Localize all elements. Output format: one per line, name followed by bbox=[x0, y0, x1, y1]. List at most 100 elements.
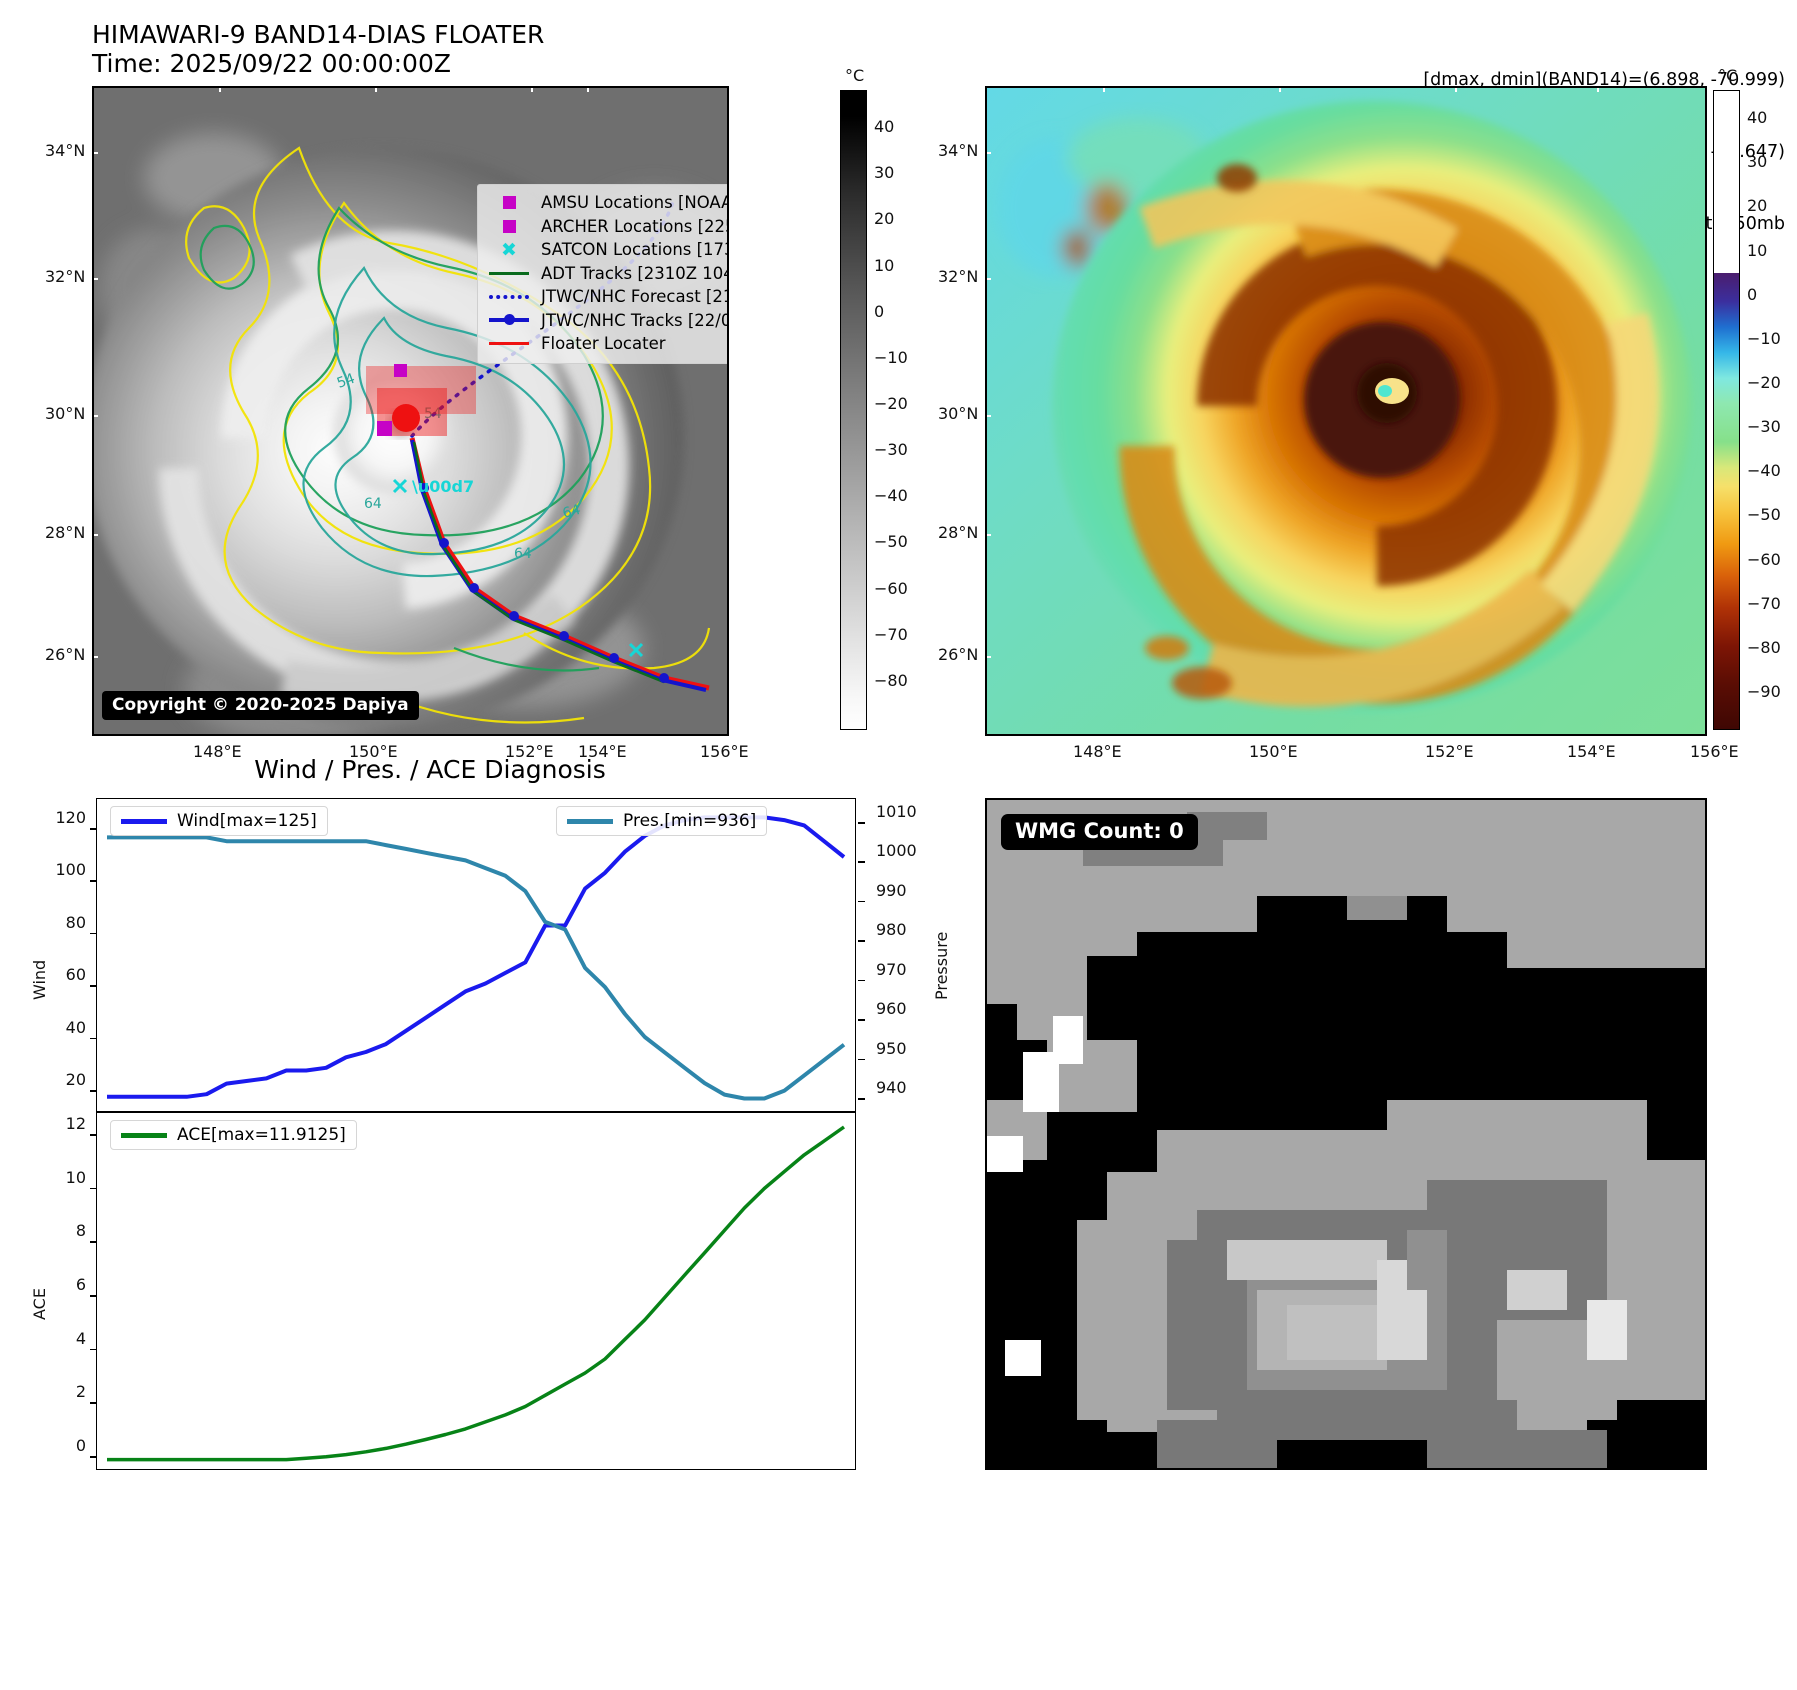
series-line bbox=[107, 815, 846, 1099]
tick-mark bbox=[90, 1456, 97, 1458]
wmg-image[interactable]: WMG Count: 0 bbox=[985, 798, 1707, 1470]
svg-text:64: 64 bbox=[364, 496, 382, 512]
lon-tick: 150°E bbox=[1249, 742, 1298, 761]
axis-tick: 960 bbox=[876, 999, 907, 1019]
lat-tick: 26°N bbox=[45, 645, 86, 664]
ace-legend-label: ACE[max=11.9125] bbox=[177, 1125, 346, 1145]
colorbar-tick: 30 bbox=[874, 163, 895, 183]
tick-mark bbox=[858, 861, 865, 864]
left-colorbar[interactable] bbox=[840, 90, 867, 730]
legend-item-forecast[interactable]: JTWC/NHC Forecast [21/1800Z] bbox=[486, 285, 727, 309]
tick-mark bbox=[858, 1019, 865, 1021]
enhanced-ir-image[interactable] bbox=[985, 86, 1707, 736]
grid-lon-154 bbox=[587, 88, 589, 734]
axis-tick: 12 bbox=[65, 1114, 86, 1133]
tick-mark bbox=[858, 900, 865, 903]
ace-plot-area bbox=[107, 1125, 846, 1462]
line-dot-marker-icon bbox=[486, 311, 532, 329]
lon-tick: 156°E bbox=[1690, 742, 1739, 761]
tick-mark bbox=[90, 1134, 97, 1136]
ace-legend[interactable]: ACE[max=11.9125] bbox=[110, 1120, 357, 1150]
colorbar-tick: −40 bbox=[1747, 461, 1781, 481]
colorbar-tick: −70 bbox=[1747, 593, 1781, 613]
colorbar-tick: −60 bbox=[1747, 549, 1781, 569]
lat-tick: 28°N bbox=[938, 523, 979, 542]
diagnosis-title: Wind / Pres. / ACE Diagnosis bbox=[254, 755, 606, 784]
svg-text:54: 54 bbox=[335, 371, 357, 392]
colorbar-tick: −40 bbox=[874, 486, 908, 506]
tick-mark bbox=[90, 880, 97, 882]
legend-item-floater[interactable]: Floater Locater bbox=[486, 332, 727, 356]
tick-mark bbox=[858, 979, 865, 982]
lat-tick: 34°N bbox=[938, 141, 979, 160]
tick-mark bbox=[858, 1098, 865, 1100]
series-line bbox=[107, 1125, 846, 1462]
band14-ir-image[interactable]: 54 54 64 64 64 \u00d7 bbox=[92, 86, 729, 736]
wmg-count-badge: WMG Count: 0 bbox=[1001, 814, 1198, 850]
lat-tick: 30°N bbox=[45, 404, 86, 423]
tick-mark bbox=[90, 1090, 97, 1092]
tick-mark bbox=[90, 1402, 97, 1404]
enhanced-ir-render bbox=[987, 88, 1705, 734]
wind-legend-label: Wind[max=125] bbox=[177, 811, 317, 831]
lat-tick: 32°N bbox=[45, 267, 86, 286]
wind-line-swatch bbox=[121, 818, 167, 824]
lon-tick: 152°E bbox=[1425, 742, 1474, 761]
series-line bbox=[107, 835, 846, 1101]
axis-tick: 6 bbox=[75, 1275, 86, 1294]
lat-tick: 30°N bbox=[938, 404, 979, 423]
lon-tick: 154°E bbox=[1567, 742, 1616, 761]
colorbar-tick: −90 bbox=[1747, 681, 1781, 701]
tick-mark bbox=[90, 1241, 97, 1243]
ace-chart[interactable] bbox=[96, 1112, 856, 1470]
grid-lat-26 bbox=[94, 656, 727, 658]
right-colorbar[interactable] bbox=[1713, 90, 1740, 730]
dotted-line-icon bbox=[486, 288, 532, 306]
legend-item-adt[interactable]: ADT Tracks [2310Z 104.6 952.5] bbox=[486, 262, 727, 286]
axis-tick: 970 bbox=[876, 959, 907, 979]
x-marker-icon: ✖ bbox=[501, 238, 517, 261]
lon-tick: 148°E bbox=[1073, 742, 1122, 761]
axis-tick: 980 bbox=[876, 920, 907, 940]
legend-label: JTWC/NHC Forecast [21/1800Z] bbox=[541, 287, 727, 306]
legend-label: AMSU Locations [NOAAMC/1120Z 131 926] bbox=[541, 193, 727, 212]
grid-lon-150 bbox=[1279, 88, 1281, 734]
tick-mark bbox=[858, 822, 865, 824]
square-marker-icon bbox=[486, 217, 532, 235]
colorbar-tick: −80 bbox=[1747, 637, 1781, 657]
svg-text:64: 64 bbox=[561, 502, 582, 522]
colorbar-tick: 10 bbox=[1747, 240, 1768, 260]
lon-tick: 148°E bbox=[193, 742, 242, 761]
pressure-legend[interactable]: Pres.[min=936] bbox=[556, 806, 768, 836]
legend-item-amsu[interactable]: AMSU Locations [NOAAMC/1120Z 131 926] bbox=[486, 191, 727, 215]
svg-text:64: 64 bbox=[514, 546, 532, 562]
svg-text:\u00d7: \u00d7 bbox=[412, 477, 474, 496]
grid-lon-150 bbox=[375, 88, 377, 734]
grid-lat-32 bbox=[987, 278, 1705, 280]
grid-lon-154 bbox=[1597, 88, 1599, 734]
axis-tick: 60 bbox=[65, 965, 86, 985]
lon-tick: 152°E bbox=[505, 742, 554, 761]
wind-legend[interactable]: Wind[max=125] bbox=[110, 806, 328, 836]
legend-item-archer[interactable]: ARCHER Locations [2254Z] bbox=[486, 215, 727, 239]
colorbar-tick: −20 bbox=[1747, 372, 1781, 392]
grid-lon-152 bbox=[1455, 88, 1457, 734]
legend-item-satcon[interactable]: ✖ SATCON Locations [1730Z 116 938] bbox=[486, 238, 727, 262]
wind-pressure-chart[interactable] bbox=[96, 798, 856, 1112]
axis-tick: 20 bbox=[65, 1070, 86, 1089]
pres-line-swatch bbox=[567, 818, 613, 824]
colorbar-tick: 40 bbox=[1747, 108, 1768, 128]
colorbar-tick: 30 bbox=[1747, 152, 1768, 172]
axis-tick: 0 bbox=[75, 1436, 86, 1455]
axis-tick: 4 bbox=[75, 1328, 86, 1348]
lat-tick: 26°N bbox=[938, 645, 979, 664]
axis-tick: 990 bbox=[876, 880, 907, 900]
colorbar-tick: 40 bbox=[874, 117, 895, 137]
legend-label: JTWC/NHC Tracks [22/0000Z] bbox=[541, 310, 729, 330]
axis-tick: 100 bbox=[55, 860, 86, 880]
left-colorbar-unit: °C bbox=[845, 66, 865, 85]
square-marker-icon bbox=[486, 194, 532, 212]
legend-item-jtwc-tracks[interactable]: JTWC/NHC Tracks [22/0000Z] bbox=[486, 309, 729, 333]
colorbar-tick: 10 bbox=[874, 255, 895, 275]
legend-label: Floater Locater bbox=[541, 334, 666, 353]
